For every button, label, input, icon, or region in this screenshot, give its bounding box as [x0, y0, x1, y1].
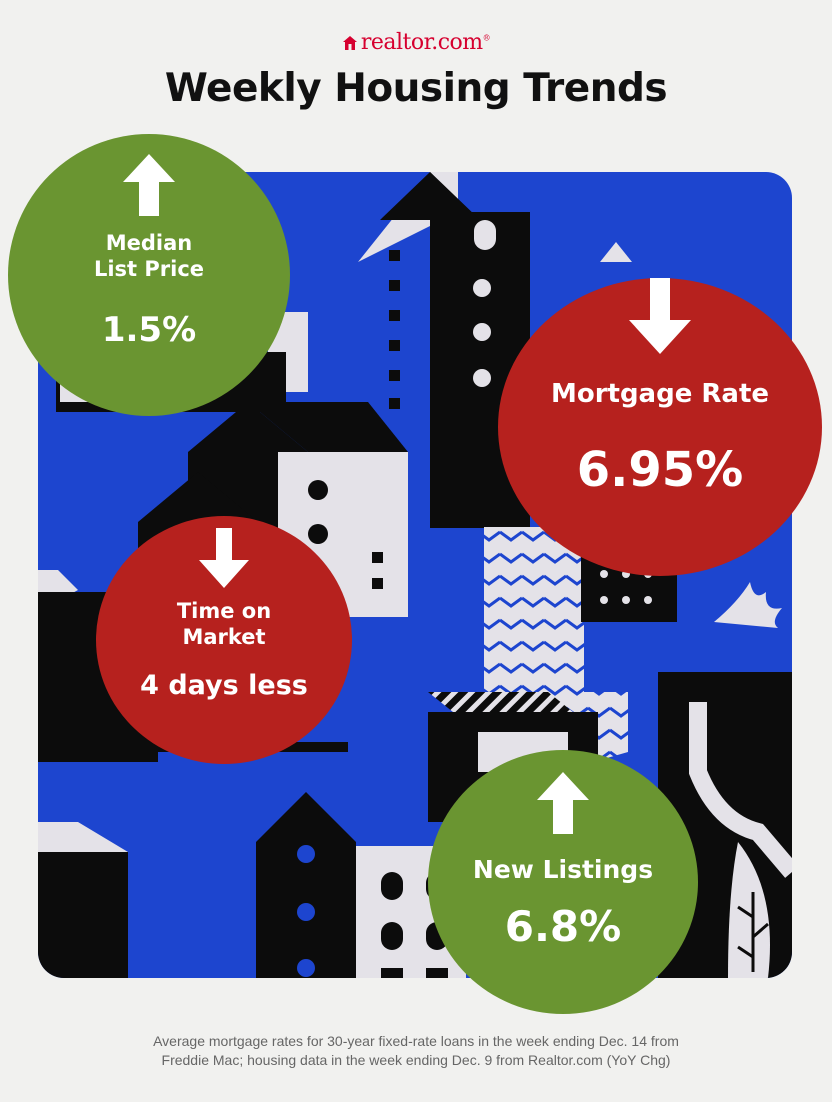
- label-line: Median: [105, 231, 193, 255]
- footnote-line-1: Average mortgage rates for 30-year fixed…: [153, 1033, 679, 1049]
- label-line: Market: [182, 625, 266, 650]
- label-line: Time on: [176, 599, 272, 623]
- realtor-logo: realtor.com®: [0, 30, 832, 55]
- mortgage-rate-value: 6.95%: [576, 442, 744, 498]
- footnote: Average mortgage rates for 30-year fixed…: [0, 1032, 832, 1070]
- arrow-up-icon: [123, 154, 175, 216]
- house-logo-icon: [342, 36, 357, 50]
- mortgage-rate-label: Mortgage Rate: [550, 379, 770, 409]
- label-line: List Price: [93, 257, 205, 282]
- arrow-up-icon: [537, 772, 589, 834]
- arrow-down-icon: [629, 278, 691, 354]
- time-on-market-badge: Time on Market 4 days less: [96, 516, 352, 764]
- time-on-market-value: 4 days less: [140, 670, 308, 701]
- median-list-price-label: Median List Price: [8, 230, 290, 283]
- page-title: Weekly Housing Trends: [164, 66, 668, 111]
- median-list-price-value: 1.5%: [101, 310, 197, 350]
- new-listings-value: 6.8%: [504, 902, 622, 951]
- new-listings-label: New Listings: [472, 855, 654, 884]
- brand-name: realtor.com: [360, 30, 483, 55]
- median-list-price-badge: Median List Price 1.5%: [8, 134, 290, 416]
- arrow-down-icon: [199, 528, 249, 588]
- mortgage-rate-badge: Mortgage Rate 6.95%: [498, 278, 822, 576]
- footnote-line-2: Freddie Mac; housing data in the week en…: [161, 1051, 671, 1068]
- time-on-market-label: Time on Market: [96, 598, 352, 651]
- new-listings-badge: New Listings 6.8%: [428, 750, 698, 1014]
